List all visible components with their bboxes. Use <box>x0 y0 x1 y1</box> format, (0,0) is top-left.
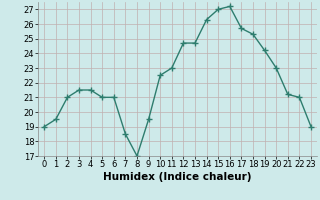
X-axis label: Humidex (Indice chaleur): Humidex (Indice chaleur) <box>103 172 252 182</box>
